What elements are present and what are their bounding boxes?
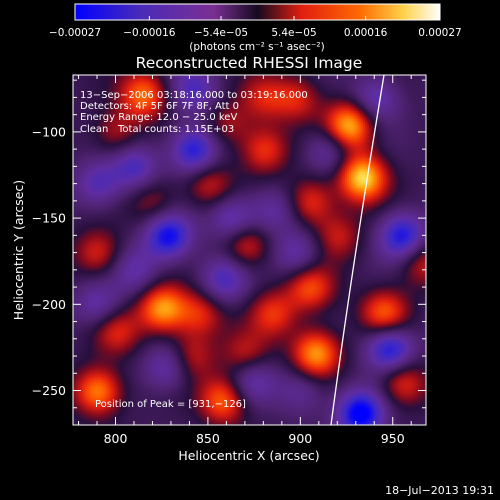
colorbar-tick-label: −0.00016 [123,27,176,39]
y-tick-label: −150 [32,211,66,226]
x-tick-label: 900 [288,431,312,446]
colorbar-tick-label: −0.00027 [49,27,101,39]
colorbar-tick-label: 0.00027 [418,27,461,39]
x-axis-ticks: 800 850 900 950 [78,75,412,446]
y-tick-label: −200 [32,297,66,312]
total-counts-text: Total counts: 1.15E+03 [117,124,234,135]
y-tick-label: −100 [32,124,66,139]
x-axis-label: Heliocentric X (arcsec) [178,448,319,463]
heatmap-area [73,75,426,425]
y-axis-ticks: −100 −150 −200 −250 [32,79,426,426]
timestamp: 18−Jul−2013 19:31 [385,484,494,497]
colorbar-ticks: −0.00027 −0.00016 −5.4e−05 5.4e−05 0.00016 0.… [49,16,462,39]
solar-limb [330,75,385,425]
algorithm-text: Clean [80,124,108,135]
colorbar-tick-label: 5.4e−05 [271,27,316,39]
y-axis-label: Heliocentric Y (arcsec) [11,180,26,320]
energy-range-text: Energy Range: 12.0 − 25.0 keV [80,112,237,123]
x-tick-label: 800 [104,431,128,446]
y-tick-label: −250 [32,383,66,398]
detectors-text: Detectors: 4F 5F 6F 7F 8F, Att 0 [80,101,239,112]
info-annotation: 13−Sep−2006 03:18:16.000 to 03:19:16.000… [80,90,308,135]
colorbar [74,3,441,21]
time-range-text: 13−Sep−2006 03:18:16.000 to 03:19:16.000 [80,90,308,101]
peak-position-text: Position of Peak = [931,−126] [95,399,246,410]
colorbar-tick-label: −5.4e−05 [194,27,248,39]
colorbar-unit-label: (photons cm⁻² s⁻¹ asec⁻²) [189,41,324,53]
chart-title: Reconstructed RHESSI Image [136,54,363,72]
plot-frame [72,74,427,426]
x-tick-label: 850 [196,431,220,446]
colorbar-tick-label: 0.00016 [344,27,388,39]
x-tick-label: 950 [381,431,405,446]
